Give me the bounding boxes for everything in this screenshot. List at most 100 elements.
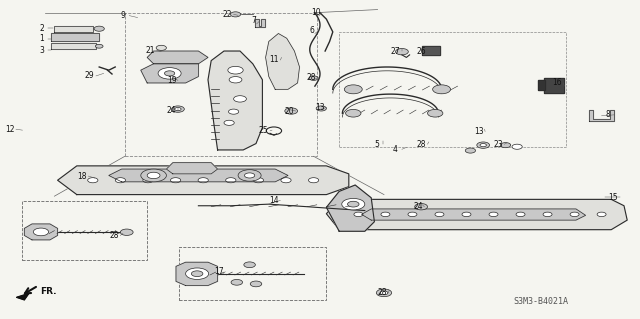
Text: 1: 1: [39, 34, 44, 43]
Circle shape: [95, 44, 103, 48]
Circle shape: [346, 109, 361, 117]
Polygon shape: [51, 43, 96, 49]
Bar: [125, 13, 317, 156]
Circle shape: [344, 85, 362, 94]
Circle shape: [143, 178, 153, 183]
Circle shape: [170, 178, 180, 183]
Circle shape: [115, 178, 125, 183]
Circle shape: [234, 96, 246, 102]
Text: 24: 24: [413, 202, 423, 211]
Circle shape: [376, 289, 392, 297]
Circle shape: [415, 204, 428, 210]
Circle shape: [480, 144, 486, 147]
Text: 17: 17: [214, 267, 224, 276]
Polygon shape: [326, 185, 374, 231]
Circle shape: [408, 212, 417, 217]
Circle shape: [94, 26, 104, 31]
Text: 12: 12: [5, 125, 14, 134]
Circle shape: [172, 106, 184, 112]
Circle shape: [489, 212, 498, 217]
Polygon shape: [147, 51, 208, 64]
Circle shape: [308, 178, 319, 183]
Polygon shape: [54, 26, 93, 32]
Text: 15: 15: [608, 193, 618, 202]
Polygon shape: [24, 224, 58, 240]
Text: 7: 7: [251, 16, 256, 25]
Circle shape: [156, 45, 166, 50]
Text: 19: 19: [166, 76, 177, 85]
Circle shape: [191, 271, 203, 277]
Text: 14: 14: [269, 196, 279, 205]
Text: 3: 3: [39, 46, 44, 55]
Polygon shape: [544, 78, 564, 93]
Circle shape: [230, 12, 241, 17]
Circle shape: [228, 109, 239, 114]
Polygon shape: [255, 19, 265, 27]
Circle shape: [244, 173, 255, 178]
Circle shape: [428, 109, 443, 117]
Circle shape: [231, 279, 243, 285]
Polygon shape: [58, 166, 349, 195]
Text: 24: 24: [166, 106, 177, 115]
Circle shape: [570, 212, 579, 217]
Circle shape: [228, 66, 243, 74]
Text: 21: 21: [146, 46, 155, 55]
Text: 10: 10: [310, 8, 321, 17]
Circle shape: [543, 212, 552, 217]
Circle shape: [435, 212, 444, 217]
Polygon shape: [538, 80, 545, 90]
Text: 28: 28: [307, 73, 316, 82]
Circle shape: [465, 148, 476, 153]
Text: 28: 28: [109, 231, 118, 240]
Text: S3M3-B4021A: S3M3-B4021A: [513, 297, 568, 306]
Text: 22: 22: [223, 10, 232, 19]
Circle shape: [141, 169, 166, 182]
Circle shape: [433, 85, 451, 94]
Circle shape: [500, 143, 511, 148]
Circle shape: [396, 48, 408, 55]
Text: 25: 25: [259, 126, 269, 135]
Circle shape: [229, 77, 242, 83]
Text: 28: 28: [378, 288, 387, 297]
Polygon shape: [266, 33, 300, 89]
Circle shape: [226, 178, 236, 183]
Polygon shape: [17, 293, 29, 300]
Text: 2: 2: [39, 24, 44, 33]
Circle shape: [253, 178, 264, 183]
Text: 6: 6: [310, 26, 315, 35]
Circle shape: [309, 76, 318, 80]
Text: 20: 20: [284, 107, 294, 115]
Circle shape: [33, 228, 49, 236]
Polygon shape: [362, 209, 586, 220]
Text: 13: 13: [474, 127, 484, 136]
Polygon shape: [176, 262, 218, 286]
Text: 4: 4: [393, 145, 398, 154]
Circle shape: [120, 229, 133, 235]
Circle shape: [88, 178, 98, 183]
Circle shape: [597, 212, 606, 217]
Polygon shape: [166, 163, 218, 174]
Polygon shape: [589, 110, 614, 121]
Bar: [339, 32, 566, 147]
Circle shape: [348, 201, 359, 207]
Circle shape: [238, 170, 261, 181]
Circle shape: [512, 144, 522, 149]
Bar: [22, 201, 147, 260]
Text: 23: 23: [493, 140, 503, 149]
Polygon shape: [109, 169, 288, 182]
Circle shape: [462, 212, 471, 217]
Circle shape: [381, 212, 390, 217]
Text: FR.: FR.: [40, 287, 56, 296]
Circle shape: [224, 120, 234, 125]
Circle shape: [147, 172, 160, 179]
Circle shape: [477, 142, 490, 148]
Circle shape: [316, 106, 326, 111]
Polygon shape: [326, 199, 627, 230]
Polygon shape: [141, 64, 198, 83]
Text: 9: 9: [120, 11, 125, 20]
Circle shape: [175, 108, 181, 111]
Circle shape: [516, 212, 525, 217]
Circle shape: [342, 198, 365, 210]
Text: 28: 28: [417, 140, 426, 149]
Circle shape: [164, 71, 175, 76]
